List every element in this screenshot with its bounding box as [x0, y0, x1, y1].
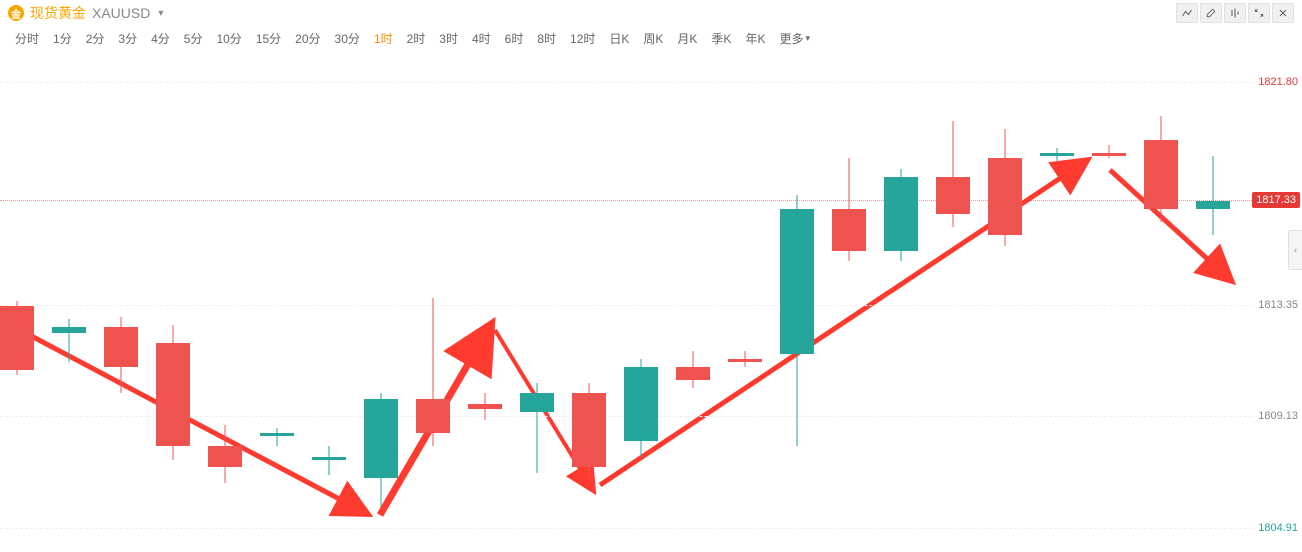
candle[interactable] — [1144, 50, 1178, 552]
candle[interactable] — [520, 50, 554, 552]
timeframe-2分[interactable]: 2分 — [79, 28, 112, 49]
timeframe-1分[interactable]: 1分 — [46, 28, 79, 49]
price-label: 1804.91 — [1258, 522, 1298, 534]
timeframe-1时[interactable]: 1时 — [367, 28, 400, 49]
candle[interactable] — [624, 50, 658, 552]
timeframe-更多[interactable]: 更多▾ — [772, 28, 817, 49]
timeframe-20分[interactable]: 20分 — [288, 28, 327, 49]
timeframe-年K[interactable]: 年K — [738, 28, 772, 49]
close-button[interactable] — [1272, 3, 1294, 23]
candle[interactable] — [156, 50, 190, 552]
candle[interactable] — [1196, 50, 1230, 552]
price-axis: 1821.80 1817.33 1813.35 1809.13 1804.91 — [1252, 50, 1302, 552]
timeframe-5分[interactable]: 5分 — [177, 28, 210, 49]
chart-canvas[interactable] — [0, 50, 1252, 552]
chart-header: 金 现货黄金 XAUUSD ▾ — [0, 0, 1302, 26]
candle[interactable] — [988, 50, 1022, 552]
current-price-tag: 1817.33 — [1252, 192, 1300, 208]
timeframe-3时[interactable]: 3时 — [432, 28, 465, 49]
timeframe-4分[interactable]: 4分 — [144, 28, 177, 49]
candle[interactable] — [1092, 50, 1126, 552]
timeframe-分时[interactable]: 分时 — [8, 28, 46, 49]
edit-button[interactable] — [1200, 3, 1222, 23]
candle[interactable] — [728, 50, 762, 552]
expand-panel-button[interactable]: ‹ — [1288, 230, 1302, 270]
candle[interactable] — [208, 50, 242, 552]
symbol-code: XAUUSD — [92, 5, 150, 21]
candle[interactable] — [832, 50, 866, 552]
candle[interactable] — [468, 50, 502, 552]
price-label: 1813.35 — [1258, 299, 1298, 311]
draw-button[interactable] — [1224, 3, 1246, 23]
candle[interactable] — [312, 50, 346, 552]
timeframe-8时[interactable]: 8时 — [530, 28, 563, 49]
gold-icon: 金 — [8, 5, 24, 21]
timeframe-周K[interactable]: 周K — [636, 28, 670, 49]
compress-button[interactable] — [1248, 3, 1270, 23]
candle[interactable] — [260, 50, 294, 552]
timeframe-15分[interactable]: 15分 — [249, 28, 288, 49]
timeframe-季K[interactable]: 季K — [704, 28, 738, 49]
chart-toolbar — [1176, 3, 1294, 23]
timeframe-30分[interactable]: 30分 — [328, 28, 367, 49]
candle[interactable] — [572, 50, 606, 552]
timeframe-4时[interactable]: 4时 — [465, 28, 498, 49]
timeframe-6时[interactable]: 6时 — [498, 28, 531, 49]
timeframe-10分[interactable]: 10分 — [209, 28, 248, 49]
candle[interactable] — [0, 50, 34, 552]
timeframe-2时[interactable]: 2时 — [400, 28, 433, 49]
candle[interactable] — [780, 50, 814, 552]
candle[interactable] — [364, 50, 398, 552]
timeframe-3分[interactable]: 3分 — [111, 28, 144, 49]
candle[interactable] — [104, 50, 138, 552]
timeframe-bar: 分时1分2分3分4分5分10分15分20分30分1时2时3时4时6时8时12时日… — [0, 26, 1302, 50]
indicator-button[interactable] — [1176, 3, 1198, 23]
price-label: 1809.13 — [1258, 410, 1298, 422]
candle[interactable] — [52, 50, 86, 552]
candle[interactable] — [936, 50, 970, 552]
symbol-name-cn: 现货黄金 — [30, 3, 86, 23]
timeframe-月K[interactable]: 月K — [670, 28, 704, 49]
candle[interactable] — [676, 50, 710, 552]
timeframe-12时[interactable]: 12时 — [563, 28, 602, 49]
timeframe-日K[interactable]: 日K — [602, 28, 636, 49]
price-label: 1821.80 — [1258, 76, 1298, 88]
candle[interactable] — [416, 50, 450, 552]
symbol-title[interactable]: 金 现货黄金 XAUUSD ▾ — [8, 3, 163, 23]
dropdown-caret-icon: ▾ — [158, 8, 163, 19]
candle[interactable] — [884, 50, 918, 552]
candle[interactable] — [1040, 50, 1074, 552]
